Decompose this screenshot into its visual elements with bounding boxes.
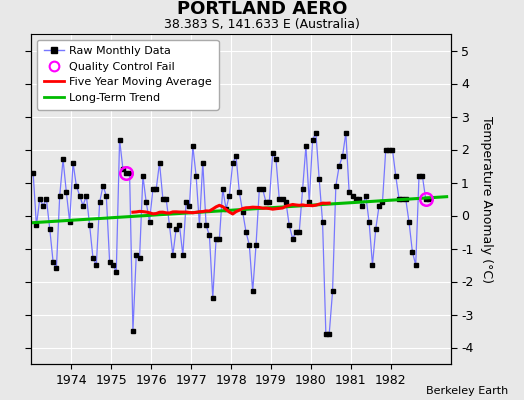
Y-axis label: Temperature Anomaly (°C): Temperature Anomaly (°C): [480, 116, 493, 282]
Text: Berkeley Earth: Berkeley Earth: [426, 386, 508, 396]
Text: 38.383 S, 141.633 E (Australia): 38.383 S, 141.633 E (Australia): [164, 18, 360, 31]
Legend: Raw Monthly Data, Quality Control Fail, Five Year Moving Average, Long-Term Tren: Raw Monthly Data, Quality Control Fail, …: [37, 40, 219, 110]
Text: PORTLAND AERO: PORTLAND AERO: [177, 0, 347, 18]
